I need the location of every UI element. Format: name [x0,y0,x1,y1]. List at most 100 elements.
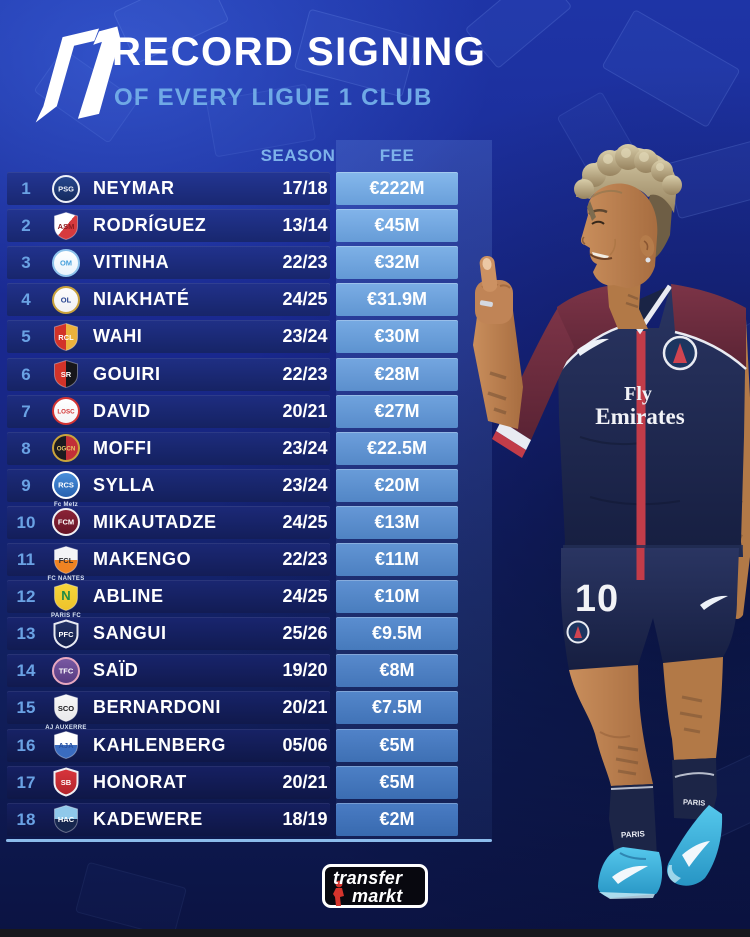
club-badge-label: Fc Metz [53,501,79,508]
club-badge: SCO [54,693,78,722]
season-value: 20/21 [282,697,328,718]
player-name: ABLINE [93,586,164,607]
club-badge: FCM [52,508,80,537]
fee-cell: €31.9M [336,283,458,317]
page-title: RECORD SIGNING [112,30,487,74]
player-name: NIAKHATÉ [93,289,190,310]
table-row: 8 OGCN MOFFI 23/24 [7,431,330,465]
svg-text:HAC: HAC [58,815,75,824]
nike-swoosh-shorts-icon [700,595,728,610]
club-badge: OGCN [52,434,80,463]
club-badge: RCS [52,471,80,500]
rank-number: 13 [16,624,36,644]
fee-cell: €11M [336,543,458,576]
rank-number: 16 [16,735,36,755]
svg-text:OM: OM [60,258,72,267]
club-badge-label: FC NANTES [47,576,85,583]
player-name: WAHI [93,326,143,347]
legs [569,657,723,786]
table-row: 2 ASM RODRÍGUEZ 13/14 [7,209,330,243]
jersey-red-stripe [636,331,646,557]
club-badge: LOSC [52,397,80,426]
rank-number: 5 [21,327,31,347]
svg-text:FCL: FCL [59,556,74,565]
svg-text:SB: SB [61,778,72,787]
player-name: BERNARDONI [93,697,222,718]
season-value: 23/24 [282,437,328,458]
club-badge: TFC [52,656,80,685]
season-value: 19/20 [282,660,328,681]
season-value: 22/23 [282,549,328,569]
svg-text:ASM: ASM [58,222,75,231]
svg-text:OGCN: OGCN [57,446,76,453]
table-row: 9 RCS SYLLA 23/24 [7,468,330,502]
club-badge-label: PARIS FC [51,613,81,620]
fee-cell: €22.5M [336,431,458,465]
page-subtitle: OF EVERY LIGUE 1 CLUB [114,84,433,111]
rank-number: 7 [21,401,31,421]
fee-cell: €222M [336,172,458,205]
season-value: 22/23 [282,363,328,384]
season-value: 23/24 [282,474,328,495]
transfermarkt-player-icon [333,880,344,906]
svg-text:PFC: PFC [59,630,75,639]
sock-text-left: PARIS [621,829,646,839]
fee-cell: €8M [336,654,458,688]
club-badge: N [54,582,78,611]
rank-number: 8 [21,438,31,458]
club-badge: SB [53,767,79,797]
player-name: KADEWERE [93,808,203,829]
fee-cell: €30M [336,320,458,354]
svg-text:SCO: SCO [58,704,74,713]
table-row: 15 SCO BERNARDONI 20/21 [7,691,330,725]
transfermarkt-logo: transfer markt [322,864,428,908]
player-name: NEYMAR [93,178,175,198]
rank-number: 3 [21,253,31,273]
season-value: 24/25 [282,586,328,607]
fee-cell: €20M [336,468,458,502]
rank-number: 10 [16,512,36,532]
rank-number: 9 [21,475,31,495]
svg-text:OL: OL [61,295,72,304]
svg-text:PSG: PSG [58,184,74,193]
table-row: 17 SB HONORAT 20/21 [7,765,330,799]
fist [475,280,513,324]
player-name: MOFFI [93,437,152,458]
club-badge: PFC [53,619,79,649]
season-value: 25/26 [282,623,328,644]
shorts-number: 10 [575,578,619,620]
table-row: 4 OL NIAKHATÉ 24/25 [7,283,330,317]
table-row: 13 PARIS FC PFC SANGUI 25/26 [7,613,330,651]
table-bottom-line [6,839,492,842]
brand-line1: transfer [333,868,403,888]
player-name: SANGUI [93,623,167,644]
player-name: MAKENGO [93,549,192,569]
rank-number: 2 [21,216,31,236]
club-badge: PSG [52,174,80,203]
table-row: 12 FC NANTES N ABLINE 24/25 [7,576,330,614]
fee-cell: €45M [336,209,458,243]
shorts: 10 [560,548,739,670]
table-row: 5 RCL WAHI 23/24 [7,320,330,354]
table-row: 16 AJ AUXERRE AJA KAHLENBERG 05/06 [7,725,330,762]
season-value: 17/18 [282,178,328,198]
table-row: 6 SR GOUIRI 22/23 [7,357,330,391]
club-badge-label: AJ AUXERRE [45,724,87,731]
fee-cell: €9.5M [336,617,458,651]
table-row: 7 LOSC DAVID 20/21 [7,394,330,428]
season-value: 20/21 [282,771,328,792]
svg-text:N: N [61,588,70,603]
club-badge: FCL [54,545,78,574]
season-value: 05/06 [282,734,328,755]
table-row: 14 TFC SAÏD 19/20 [7,654,330,688]
season-value: 23/24 [282,326,328,347]
rank-number: 15 [16,698,36,718]
season-value: 20/21 [282,400,328,421]
svg-text:SR: SR [61,370,72,379]
jersey-sponsor-line1: Fly [624,383,652,405]
svg-text:TFC: TFC [59,666,74,675]
player-name: KAHLENBERG [93,734,227,755]
nike-swoosh-icon [577,338,609,356]
rank-number: 4 [21,290,31,310]
